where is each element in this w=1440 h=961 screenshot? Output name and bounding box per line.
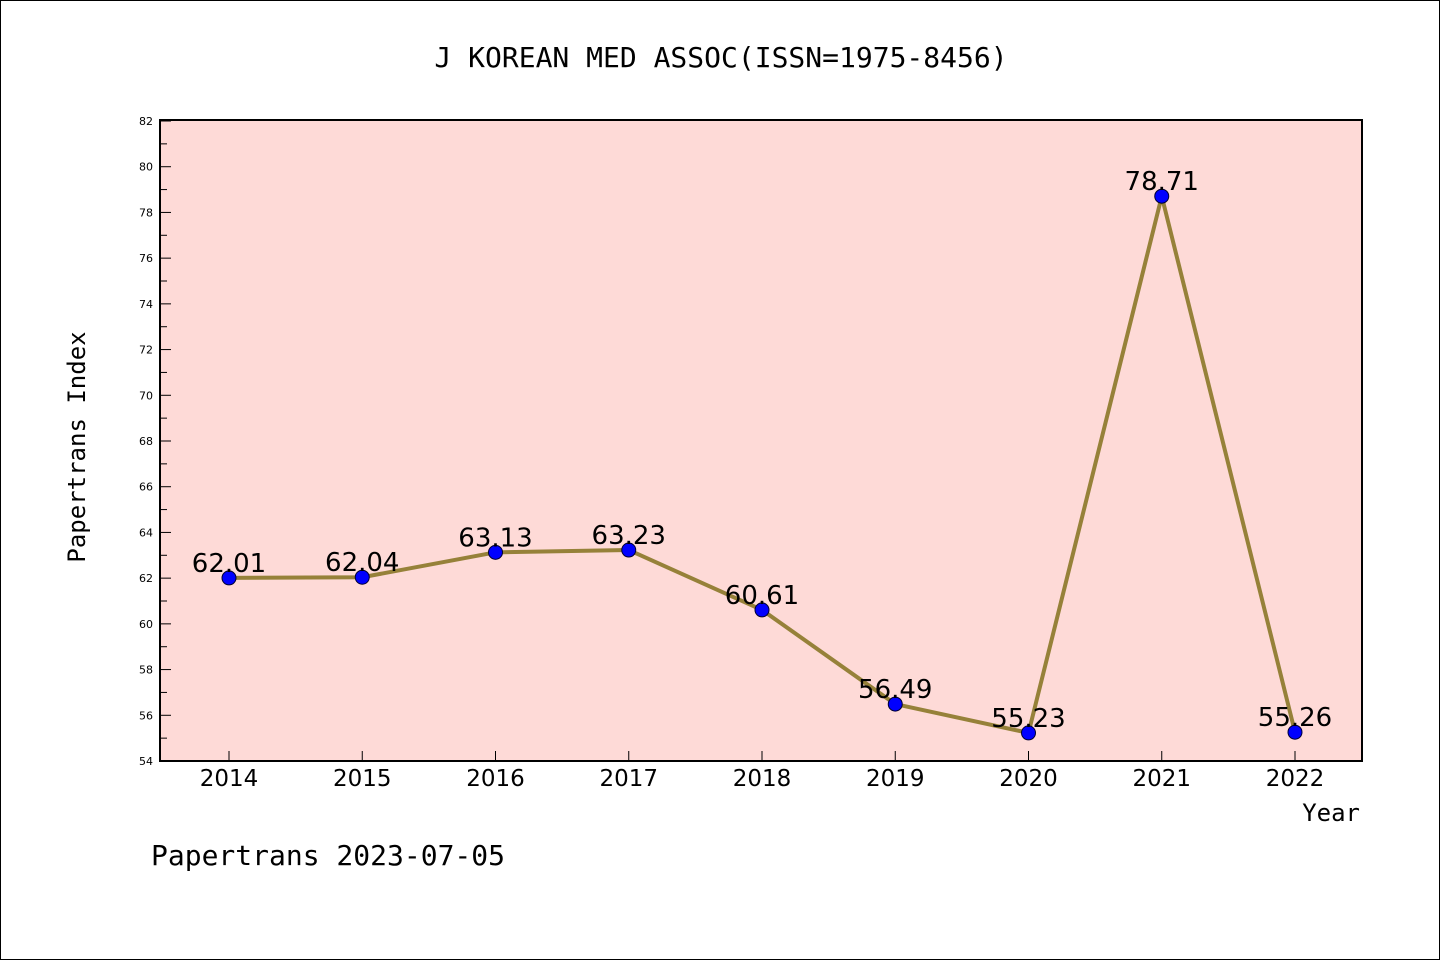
x-tick-label: 2021 bbox=[1132, 766, 1191, 792]
data-label-2020: 55.23 bbox=[991, 704, 1065, 734]
data-label-2019: 56.49 bbox=[858, 675, 932, 705]
data-label-2016: 63.13 bbox=[458, 523, 532, 553]
y-tick-label: 56 bbox=[139, 709, 153, 722]
x-axis-label: Year bbox=[1302, 799, 1360, 827]
x-tick-label: 2022 bbox=[1266, 766, 1325, 792]
x-axis: 2014 2015 2016 2017 2018 2019 2020 2021 2022 bbox=[200, 751, 1325, 792]
data-point-2017 bbox=[621, 542, 637, 558]
y-tick-label: 80 bbox=[139, 161, 153, 174]
x-tick-label: 2015 bbox=[333, 766, 392, 792]
data-point-2016 bbox=[488, 544, 503, 560]
x-tick-label: 2014 bbox=[200, 766, 259, 792]
x-tick-label: 2019 bbox=[866, 766, 925, 792]
data-point-2020 bbox=[1021, 725, 1036, 741]
data-label-2021: 78.71 bbox=[1125, 167, 1199, 197]
data-point-2019 bbox=[887, 696, 903, 712]
y-axis: 54 56 58 60 62 64 66 68 70 72 74 76 78 80 82 bbox=[139, 115, 171, 768]
y-tick-label: 72 bbox=[139, 344, 153, 357]
y-tick-label: 64 bbox=[139, 526, 153, 539]
data-label-2015: 62.04 bbox=[325, 548, 399, 578]
y-axis-label: Papertrans Index bbox=[63, 331, 91, 562]
y-tick-label: 54 bbox=[139, 755, 153, 768]
data-label-2018: 60.61 bbox=[725, 581, 799, 611]
plot-area bbox=[159, 119, 1363, 762]
data-point-2014 bbox=[221, 570, 237, 586]
x-tick-label: 2016 bbox=[466, 766, 525, 792]
data-point-2022 bbox=[1287, 724, 1303, 740]
data-point-2015 bbox=[354, 569, 370, 585]
x-tick-label: 2018 bbox=[733, 766, 792, 792]
x-tick-label: 2017 bbox=[599, 766, 658, 792]
footer-credit: Papertrans 2023-07-05 bbox=[151, 839, 505, 872]
data-label-2017: 63.23 bbox=[592, 521, 666, 551]
y-tick-label: 76 bbox=[139, 252, 153, 265]
data-label-2022: 55.26 bbox=[1258, 703, 1332, 733]
y-tick-label: 82 bbox=[139, 115, 153, 128]
data-point-2021 bbox=[1154, 188, 1170, 204]
y-tick-label: 62 bbox=[139, 572, 153, 585]
data-label-2014: 62.01 bbox=[192, 549, 266, 579]
data-point-2018 bbox=[754, 602, 770, 618]
series-layer: 62.01 62.04 63.13 63.23 60.61 56.49 55.23 78.71… bbox=[192, 167, 1332, 741]
y-tick-label: 66 bbox=[139, 481, 153, 494]
y-tick-label: 70 bbox=[139, 389, 153, 402]
y-tick-label: 68 bbox=[139, 435, 153, 448]
x-tick-label: 2020 bbox=[999, 766, 1058, 792]
y-tick-label: 60 bbox=[139, 618, 153, 631]
chart-title: J KOREAN MED ASSOC(ISSN=1975-8456) bbox=[434, 41, 1007, 74]
y-tick-label: 78 bbox=[139, 206, 153, 219]
y-tick-label: 58 bbox=[139, 664, 153, 677]
y-tick-label: 74 bbox=[139, 298, 153, 311]
